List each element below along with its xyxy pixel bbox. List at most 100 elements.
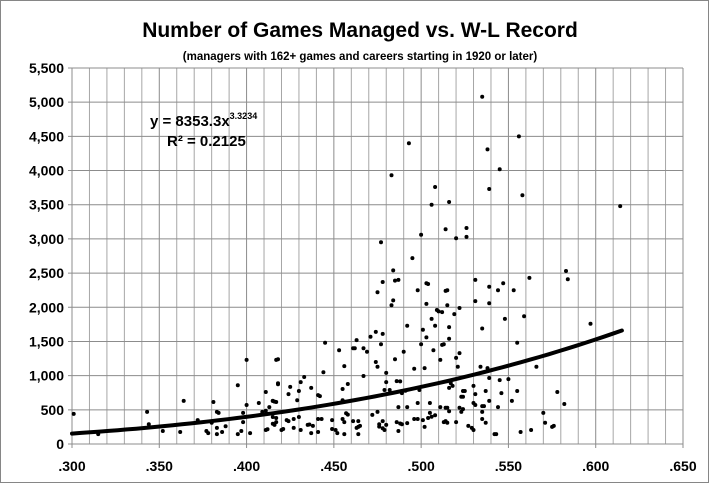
data-point [276, 382, 280, 387]
data-point [330, 418, 335, 423]
data-point [384, 370, 389, 375]
data-point [365, 349, 369, 354]
data-point [393, 357, 397, 362]
data-point [340, 387, 345, 391]
data-point [529, 428, 534, 432]
data-point [396, 429, 401, 433]
data-point [551, 423, 556, 428]
data-point [412, 417, 417, 421]
data-point [480, 94, 485, 99]
data-point [438, 357, 443, 362]
data-point [286, 419, 291, 424]
data-point [445, 420, 450, 425]
data-point [316, 417, 321, 421]
data-point [298, 380, 303, 385]
data-point [441, 420, 446, 425]
data-point [420, 327, 425, 332]
data-point [71, 411, 76, 416]
equation-exponent: 3.3234 [230, 111, 258, 121]
data-point [391, 268, 396, 273]
data-point [433, 323, 438, 328]
data-point [511, 288, 516, 293]
data-point [419, 232, 424, 237]
data-point [358, 423, 362, 428]
data-point [459, 409, 464, 414]
data-point [502, 316, 507, 321]
y-tick-label: 3,500 [29, 197, 64, 213]
x-tick-label: .550 [495, 458, 522, 474]
y-tick-label: 5,500 [29, 60, 64, 76]
data-point [405, 405, 410, 410]
data-point [286, 392, 291, 397]
data-point [405, 421, 410, 426]
data-point [220, 430, 225, 434]
data-point [323, 340, 328, 345]
data-point [518, 430, 523, 434]
chart-subtitle: (managers with 162+ games and careers st… [183, 51, 538, 63]
data-point [239, 429, 244, 433]
data-point [211, 400, 216, 404]
data-point [373, 329, 378, 334]
data-point [483, 420, 488, 425]
data-point [394, 379, 399, 384]
data-point [178, 430, 183, 434]
data-point [454, 236, 459, 241]
data-point [321, 370, 326, 375]
data-point [316, 430, 321, 434]
data-point [516, 134, 521, 139]
data-point [485, 147, 490, 152]
x-tick-label: .650 [669, 458, 696, 474]
data-point [422, 366, 427, 371]
data-point [276, 357, 280, 362]
data-point [424, 301, 429, 306]
data-point [214, 425, 219, 430]
data-point [494, 432, 499, 437]
x-tick-label: .300 [58, 458, 85, 474]
data-point [457, 405, 462, 410]
data-point [480, 326, 485, 331]
data-point [405, 323, 410, 328]
data-point [501, 281, 506, 286]
data-point [382, 428, 387, 432]
data-point [335, 431, 340, 436]
data-point [375, 364, 380, 369]
data-point [415, 401, 420, 405]
chart-title: Number of Games Managed vs. W-L Record [142, 19, 578, 42]
data-point [298, 428, 303, 432]
data-point [244, 403, 249, 407]
data-point [384, 422, 389, 427]
data-point [394, 420, 399, 425]
data-point [527, 275, 532, 280]
data-point [337, 348, 342, 353]
data-point [345, 382, 350, 386]
data-point [214, 432, 219, 437]
data-point [455, 364, 460, 369]
data-point [429, 316, 434, 321]
data-point [562, 402, 567, 406]
data-point [370, 412, 375, 417]
data-point [447, 325, 452, 330]
data-point [429, 414, 434, 419]
data-point [473, 392, 478, 397]
data-point [373, 360, 378, 364]
data-point [342, 420, 347, 425]
data-point [487, 376, 492, 380]
data-point [515, 389, 520, 393]
data-point [427, 401, 432, 405]
data-point [393, 278, 397, 283]
data-point [317, 394, 322, 399]
data-point [471, 428, 476, 432]
data-point [379, 342, 383, 347]
data-point [431, 348, 436, 353]
data-point [256, 401, 261, 405]
data-point [473, 403, 478, 407]
data-point [541, 410, 546, 415]
data-point [464, 234, 469, 239]
data-point [307, 422, 312, 427]
data-point [447, 336, 452, 341]
trendline-equation: y = 8353.3x3.3234 [150, 111, 257, 130]
data-point [235, 432, 240, 437]
data-point [248, 431, 253, 436]
data-point [445, 303, 450, 308]
